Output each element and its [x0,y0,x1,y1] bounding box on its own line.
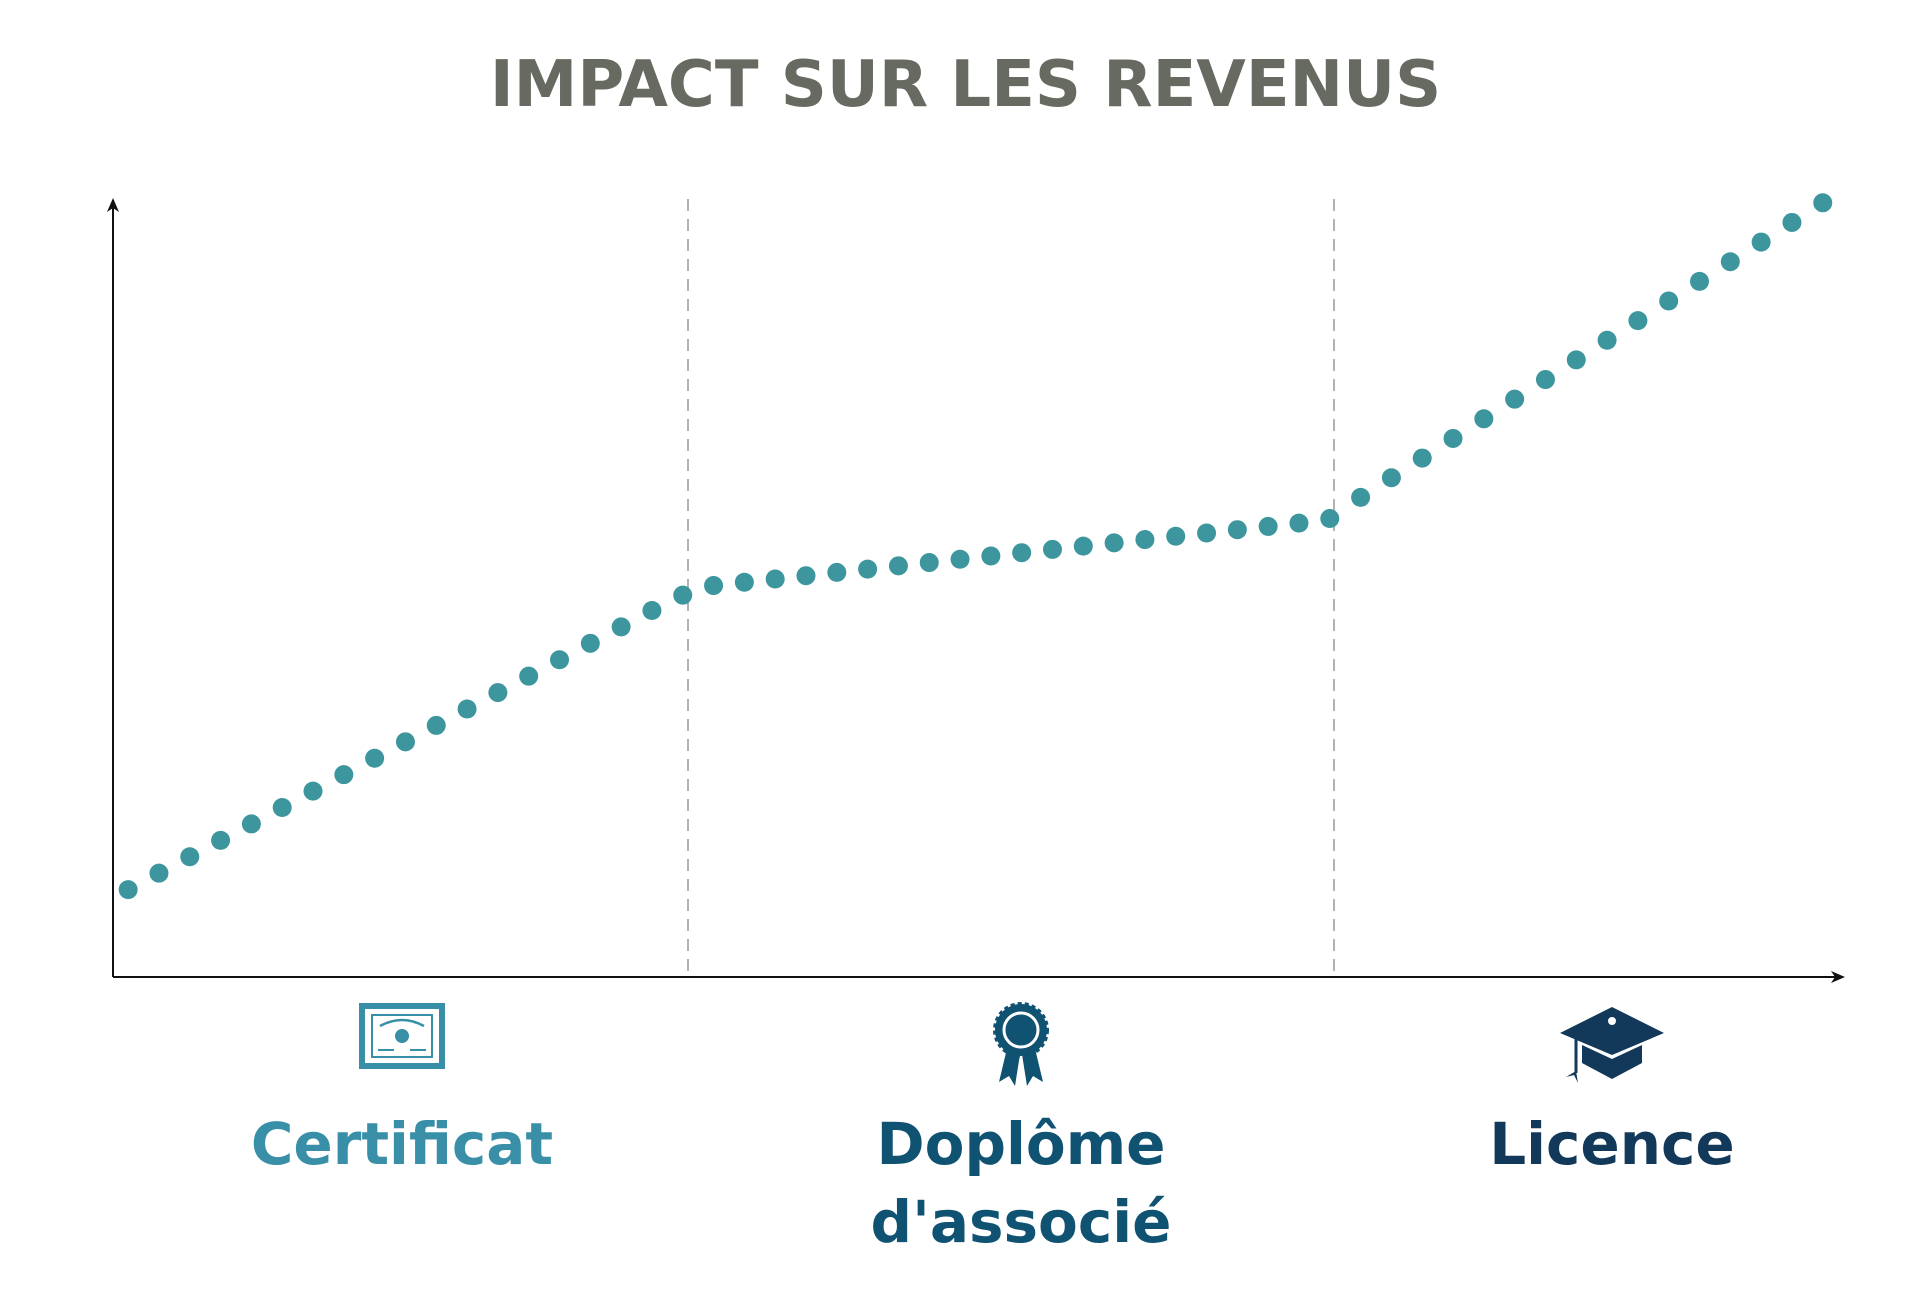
dot [365,748,385,768]
dot [1104,533,1124,553]
dot [334,765,354,785]
dot [1412,448,1432,468]
dot [1566,350,1586,370]
dot [1381,468,1401,488]
dot [1166,526,1186,546]
dot [1012,543,1032,563]
stage-label: Doplôme d'associé [870,1110,1172,1256]
dot [1197,523,1217,543]
stage-label: Certificat [250,1110,554,1178]
dot [1474,409,1494,429]
dot [1073,536,1093,556]
dot [919,553,939,573]
award-icon [993,1002,1049,1086]
dot [1505,389,1525,409]
dot [981,546,1001,566]
dot [1720,252,1740,272]
dot [1813,193,1833,213]
graduation-icon [1560,1007,1664,1083]
dot [272,798,292,818]
dot [611,617,631,637]
dot [1227,520,1247,540]
dot [550,650,570,670]
dot [888,556,908,576]
dot [519,666,539,686]
dot [1751,232,1771,252]
dot [149,863,169,883]
dot [488,683,508,703]
dot [1289,513,1309,533]
dot [211,830,231,850]
dot [180,847,200,867]
dot [1597,330,1617,350]
dot [734,572,754,592]
dot [858,559,878,579]
dot [1535,370,1555,390]
dot [950,549,970,569]
dot [1135,530,1155,550]
dot [765,569,785,589]
dot [1320,509,1340,529]
dot [426,715,446,735]
stage-label: Licence [1489,1110,1735,1178]
dot [704,576,724,596]
dot [118,880,138,900]
dot [1443,428,1463,448]
title: IMPACT SUR LES REVENUS [489,48,1442,122]
dot [1258,516,1278,536]
dot [642,600,662,620]
dot [1042,539,1062,559]
dot [827,562,847,582]
dot [457,699,477,719]
dot [241,814,261,834]
dot [1690,271,1710,291]
dot [580,633,600,653]
dot [303,781,323,801]
dot [1628,311,1648,331]
dot [673,585,693,605]
trend-dots [118,193,1833,900]
dot [1782,212,1802,232]
dot [395,732,415,752]
dot [796,566,816,586]
certificate-icon [359,1003,445,1069]
dot [1351,487,1371,507]
dot [1659,291,1679,311]
